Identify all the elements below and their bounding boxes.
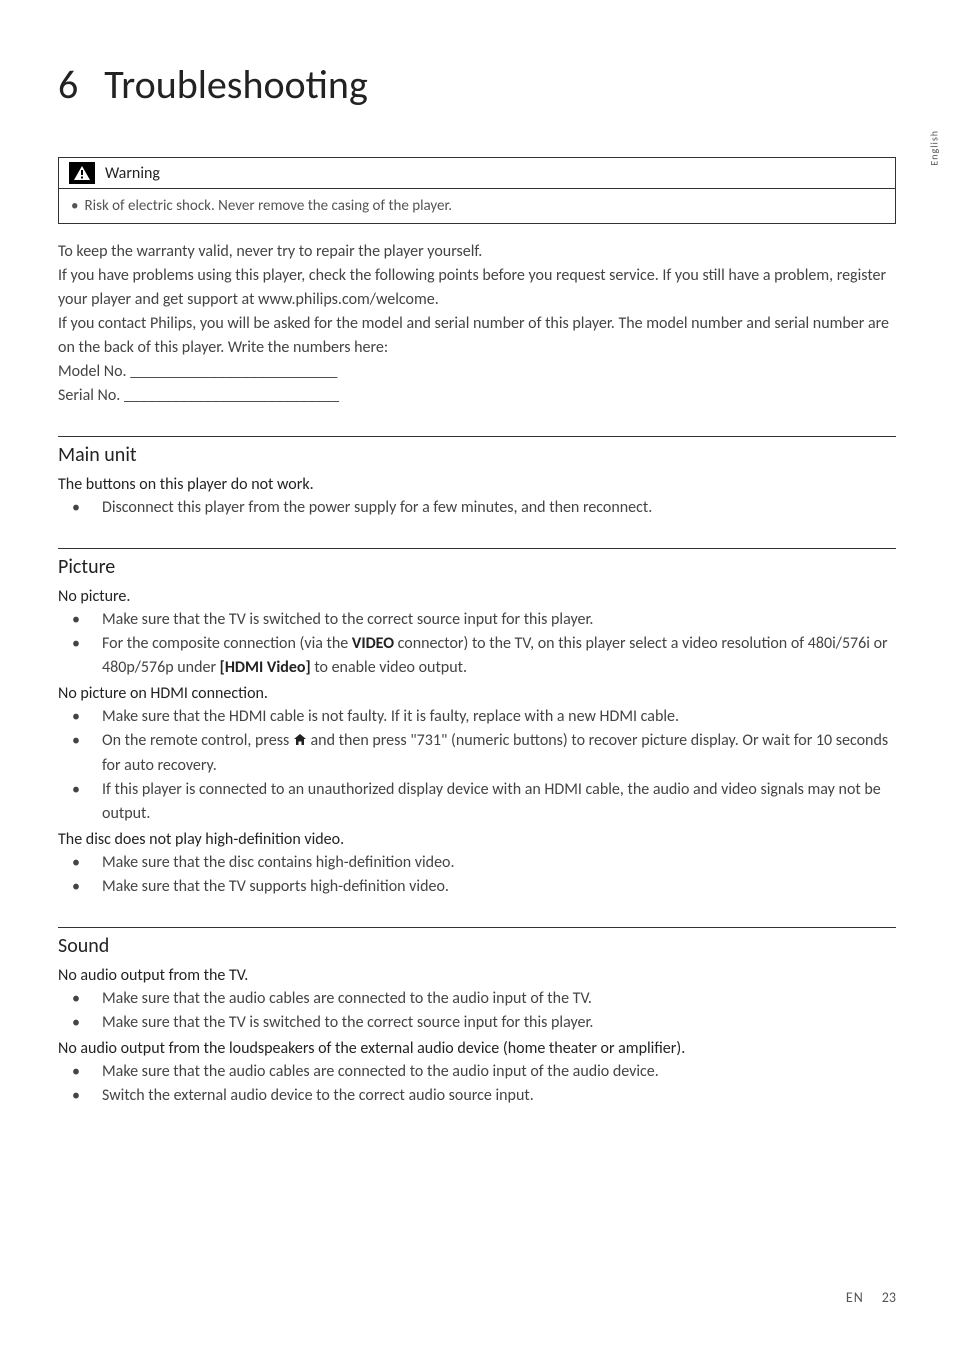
bullet-list: Make sure that the HDMI cable is not fau… (58, 705, 896, 826)
list-item: Disconnect this player from the power su… (58, 496, 896, 520)
intro-line-2: If you have problems using this player, … (58, 264, 896, 312)
text-span: On the remote control, press (102, 731, 293, 750)
page-container: 6 Troubleshooting Warning • Risk of electr… (0, 0, 954, 1148)
bullet-list: Make sure that the disc contains high-de… (58, 851, 896, 899)
list-item: Make sure that the TV is switched to the… (58, 1011, 896, 1035)
chapter-title: Troubleshooting (104, 60, 368, 109)
issue-title: No picture. (58, 587, 896, 606)
warning-icon (69, 162, 95, 184)
bullet-list: Make sure that the audio cables are conn… (58, 1060, 896, 1108)
list-item: If this player is connected to an unauth… (58, 778, 896, 826)
intro-block: To keep the warranty valid, never try to… (58, 240, 896, 408)
language-side-label: English (928, 130, 941, 166)
model-no-line: Model No. __________________________ (58, 360, 896, 384)
issue-title: No picture on HDMI connection. (58, 684, 896, 703)
sections-root: Main unit The buttons on this player do n… (58, 436, 896, 1108)
section-rule (58, 436, 896, 437)
section-title: Picture (58, 555, 896, 579)
footer-lang: EN (846, 1289, 864, 1306)
issue-title: No audio output from the loudspeakers of… (58, 1039, 896, 1058)
bullet-dot: • (71, 197, 78, 215)
list-item: Make sure that the TV is switched to the… (58, 608, 896, 632)
list-item: Make sure that the HDMI cable is not fau… (58, 705, 896, 729)
chapter-number: 6 (58, 60, 78, 109)
section: Main unit The buttons on this player do n… (58, 436, 896, 520)
intro-line-1: To keep the warranty valid, never try to… (58, 240, 896, 264)
issue-title: The disc does not play high-definition v… (58, 830, 896, 849)
bullet-list: Make sure that the TV is switched to the… (58, 608, 896, 680)
list-item: Make sure that the disc contains high-de… (58, 851, 896, 875)
section: Picture No picture. Make sure that the TV … (58, 548, 896, 899)
list-item: Make sure that the TV supports high-defi… (58, 875, 896, 899)
section-title: Sound (58, 934, 896, 958)
bullet-list: Make sure that the audio cables are conn… (58, 987, 896, 1035)
section-title: Main unit (58, 443, 896, 467)
section-rule (58, 548, 896, 549)
list-item: Make sure that the audio cables are conn… (58, 987, 896, 1011)
text-span: to enable video output. (311, 658, 467, 677)
list-item: Make sure that the audio cables are conn… (58, 1060, 896, 1084)
section: Sound No audio output from the TV. Make su… (58, 927, 896, 1108)
bullet-list: Disconnect this player from the power su… (58, 496, 896, 520)
warning-box: Warning • Risk of electric shock. Never r… (58, 157, 896, 224)
intro-line-3: If you contact Philips, you will be aske… (58, 312, 896, 360)
serial-no-line: Serial No. ___________________________ (58, 384, 896, 408)
page-footer: EN 23 (846, 1289, 896, 1306)
text-span: For the composite connection (via the (102, 634, 352, 653)
issue-title: No audio output from the TV. (58, 966, 896, 985)
list-item: On the remote control, press and then pr… (58, 729, 896, 778)
bold-text: VIDEO (352, 634, 394, 653)
home-icon (293, 730, 307, 754)
list-item: For the composite connection (via the VI… (58, 632, 896, 680)
warning-body: • Risk of electric shock. Never remove th… (59, 189, 895, 223)
issue-title: The buttons on this player do not work. (58, 475, 896, 494)
bold-text: [HDMI Video] (220, 658, 311, 677)
warning-header: Warning (59, 158, 895, 189)
warning-text: Risk of electric shock. Never remove the… (84, 197, 452, 215)
section-rule (58, 927, 896, 928)
chapter-heading: 6 Troubleshooting (58, 60, 896, 109)
list-item: Switch the external audio device to the … (58, 1084, 896, 1108)
warning-label: Warning (105, 164, 160, 183)
footer-page-number: 23 (882, 1289, 896, 1306)
